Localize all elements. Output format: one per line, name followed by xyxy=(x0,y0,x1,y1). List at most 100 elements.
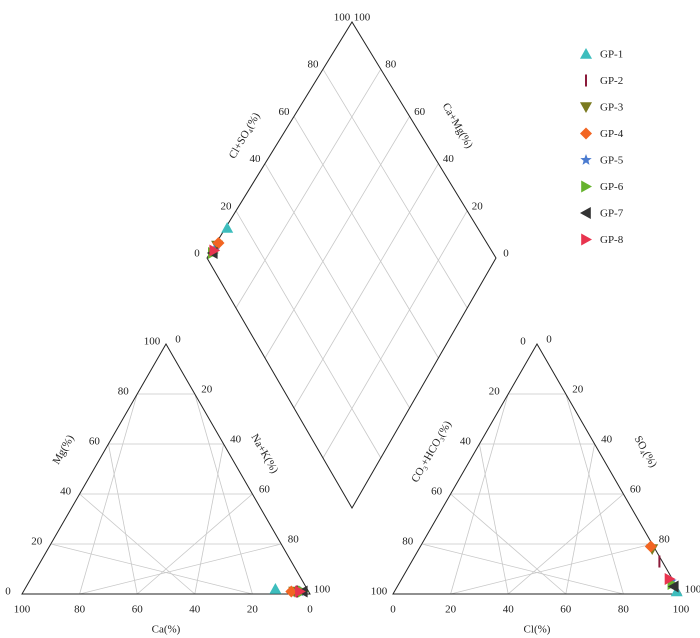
grid-layer xyxy=(50,68,653,595)
legend-label-gp-1: GP-1 xyxy=(600,49,623,61)
anion-point-gp-7 xyxy=(667,580,679,593)
anion-right-tick-label: 0 xyxy=(546,334,552,346)
anion-left-tick-label: 80 xyxy=(402,536,414,548)
diamond-point-gp-8 xyxy=(209,244,221,257)
cation-grid-a xyxy=(79,493,196,595)
anion-bottom-tick-label: 100 xyxy=(673,604,690,616)
anion-grid-b xyxy=(565,443,595,595)
diamond-grid-u xyxy=(293,116,439,359)
anion-bottom-tick-label: 80 xyxy=(618,604,630,616)
diamond-right-tick-label: 0 xyxy=(503,248,509,260)
diamond-right-tick-label: 100 xyxy=(354,12,371,24)
anion-grid-a xyxy=(450,493,567,595)
anion-grid-a xyxy=(479,443,509,595)
diamond-frame xyxy=(206,21,497,509)
cation-right-axis-title: Na+K(%) xyxy=(248,432,280,476)
legend-marker-gp-7 xyxy=(580,207,591,219)
diamond-right-tick-label: 80 xyxy=(385,59,397,71)
anion-grid-b xyxy=(507,493,624,595)
diamond-right-tick-label: 20 xyxy=(472,200,484,212)
cation-left-tick-label: 40 xyxy=(60,486,72,498)
anion-left-tick-label: 40 xyxy=(460,436,472,448)
diamond-left-tick-label: 100 xyxy=(334,12,351,24)
anion-bottom-tick-label: 20 xyxy=(445,604,457,616)
anion-right-tick-label: 100 xyxy=(685,584,700,596)
anion-bottom-tick-label: 40 xyxy=(503,604,515,616)
diamond-grid-v xyxy=(293,163,439,409)
diamond-right-tick-label: 60 xyxy=(414,106,426,118)
diamond-point-gp-4 xyxy=(212,237,225,249)
legend-marker-gp-8 xyxy=(581,233,592,246)
cation-right-tick-label: 40 xyxy=(230,434,242,446)
legend-marker-gp-6 xyxy=(581,180,592,193)
diamond-left-tick-label: 20 xyxy=(221,200,233,212)
anion-x-axis-title: Cl(%) xyxy=(524,624,551,636)
anion-right-axis-title: SO₄(%) xyxy=(632,434,660,470)
diamond-grid-u xyxy=(264,163,410,409)
cation-bottom-tick-label: 40 xyxy=(189,604,201,616)
anion-grid-b xyxy=(565,393,624,595)
legend-marker-gp-4 xyxy=(580,127,592,140)
anion-left-tick-label: 20 xyxy=(489,386,501,398)
cation-grid-a xyxy=(108,443,138,595)
cation-left-axis-title: Mg(%) xyxy=(50,433,76,467)
diamond-right-tick-label: 40 xyxy=(443,153,455,165)
legend-marker-gp-1 xyxy=(580,48,592,59)
cation-grid-a xyxy=(50,543,253,595)
anion-point-gp-4 xyxy=(644,540,657,553)
legend-label-gp-5: GP-5 xyxy=(600,155,624,167)
diamond-left-tick-label: 60 xyxy=(279,106,291,118)
diamond-point-gp-1 xyxy=(221,222,234,233)
cation-right-tick-label: 20 xyxy=(201,384,213,396)
cation-grid-b xyxy=(79,543,282,595)
legend: GP-1 GP-2 GP-3 GP-4 GP-5 GP-6 GP-7 GP-8 xyxy=(580,48,624,246)
cation-bottom-tick-label: 0 xyxy=(307,604,313,616)
anion-left-tick-label: 0 xyxy=(520,336,526,348)
cation-triangle-frame xyxy=(21,342,311,595)
cation-left-tick-label: 60 xyxy=(89,436,101,448)
anion-bottom-tick-label: 60 xyxy=(560,604,572,616)
legend-label-gp-7: GP-7 xyxy=(600,208,624,220)
diamond-left-tick-label: 40 xyxy=(250,153,262,165)
cation-grid-b xyxy=(194,393,253,595)
anion-grid-a xyxy=(421,543,624,595)
diamond-grid-u xyxy=(235,210,382,459)
cation-bottom-tick-label: 80 xyxy=(74,604,86,616)
anion-grid-b xyxy=(450,543,653,595)
legend-label-gp-2: GP-2 xyxy=(600,75,623,87)
cation-point-gp-4 xyxy=(285,585,298,598)
legend-label-gp-3: GP-3 xyxy=(600,102,624,114)
cation-right-tick-label: 100 xyxy=(314,584,331,596)
cation-bottom-tick-label: 20 xyxy=(247,604,259,616)
cation-right-tick-label: 80 xyxy=(288,534,300,546)
diamond-grid-v xyxy=(264,116,410,359)
cation-left-tick-label: 20 xyxy=(31,536,43,548)
anion-right-tick-label: 20 xyxy=(572,384,584,396)
cation-x-axis-title: Ca(%) xyxy=(152,624,181,636)
anion-point-gp-2 xyxy=(658,555,661,568)
frame-layer xyxy=(21,21,682,595)
diamond-grid-v xyxy=(235,68,382,309)
anion-bottom-tick-label: 0 xyxy=(390,604,396,616)
diamond-grid-v xyxy=(322,210,468,459)
anion-left-tick-label: 100 xyxy=(371,586,388,598)
anion-triangle-frame xyxy=(392,342,682,595)
point-layer xyxy=(206,222,683,598)
label-layer: Ca(%) Mg(%) Na+K(%) Cl(%) CO₃+HCO₃(%) SO₄(%) C… xyxy=(50,101,659,636)
legend-marker-gp-2 xyxy=(585,74,587,87)
anion-point-gp-8 xyxy=(664,573,676,585)
legend-label-gp-6: GP-6 xyxy=(600,181,624,193)
cation-bottom-tick-label: 60 xyxy=(132,604,144,616)
diamond-left-tick-label: 0 xyxy=(194,248,200,260)
cation-point-gp-8 xyxy=(295,585,306,598)
legend-marker-gp-3 xyxy=(580,102,592,113)
anion-right-tick-label: 40 xyxy=(601,434,613,446)
cation-right-tick-label: 60 xyxy=(259,484,271,496)
anion-left-tick-label: 60 xyxy=(431,486,443,498)
diamond-right-axis-title: Ca+Mg(%) xyxy=(440,101,476,151)
cation-right-tick-label: 0 xyxy=(175,334,181,346)
cation-point-gp-1 xyxy=(269,583,282,594)
cation-bottom-tick-label: 100 xyxy=(14,604,31,616)
